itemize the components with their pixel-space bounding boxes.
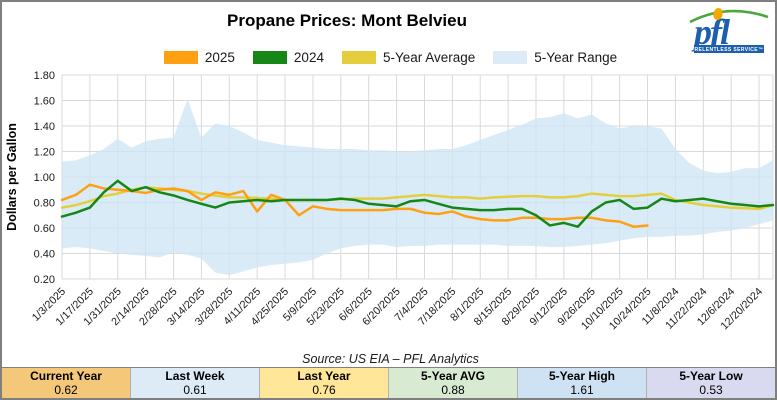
stat-5yr-avg: 5-Year AVG 0.88 — [389, 368, 518, 398]
legend-swatch-2024 — [252, 51, 287, 64]
stat-label: 5-Year Low — [679, 369, 743, 383]
price-chart: 0.200.400.600.801.001.201.401.601.801/3/… — [5, 70, 775, 332]
stat-label: Current Year — [30, 369, 102, 383]
legend-item-2025: 2025 — [163, 50, 235, 65]
legend-label-5yr-average: 5-Year Average — [382, 50, 476, 65]
svg-text:Dollars per Gallon: Dollars per Gallon — [5, 123, 19, 231]
legend-item-5yr-average: 5-Year Average — [341, 50, 476, 65]
legend-label-2024: 2024 — [293, 50, 324, 65]
svg-text:0.40: 0.40 — [34, 249, 55, 261]
svg-text:0.60: 0.60 — [34, 223, 55, 235]
logo-tagline: RELENTLESS SERVICE™ — [695, 47, 764, 53]
legend-swatch-5yr-range — [493, 51, 528, 64]
logo-banner — [694, 45, 764, 53]
legend-item-2024: 2024 — [252, 50, 324, 65]
series-2025 — [60, 183, 649, 228]
svg-text:1.00: 1.00 — [34, 172, 55, 184]
stat-value: 1.61 — [570, 383, 594, 397]
pfl-logo: pfl RELENTLESS SERVICE™ — [689, 8, 769, 53]
stat-label: 5-Year AVG — [420, 369, 486, 383]
stat-current-year: Current Year 0.62 — [2, 368, 131, 398]
legend-swatch-5yr-average — [341, 51, 376, 64]
stat-label: 5-Year High — [548, 369, 616, 383]
stats-row: Current Year 0.62 Last Week 0.61 Last Ye… — [2, 367, 775, 398]
svg-text:1.20: 1.20 — [34, 147, 55, 159]
stat-value: 0.61 — [183, 383, 207, 397]
legend-item-5yr-range: 5-Year Range — [493, 50, 617, 65]
stat-value: 0.62 — [54, 383, 78, 397]
logo-swoosh — [689, 9, 769, 24]
svg-text:1.40: 1.40 — [34, 121, 55, 133]
legend-label-5yr-range: 5-Year Range — [534, 50, 618, 65]
series-2024 — [60, 179, 775, 228]
svg-text:1.60: 1.60 — [34, 96, 55, 108]
chart-legend: 2025 2024 5-Year Average 5-Year Range — [2, 50, 775, 65]
range-band — [62, 99, 773, 276]
stat-label: Last Year — [297, 369, 351, 383]
stat-value: 0.76 — [312, 383, 336, 397]
stat-5yr-low: 5-Year Low 0.53 — [647, 368, 775, 398]
stat-label: Last Week — [165, 369, 225, 383]
svg-text:1.80: 1.80 — [34, 70, 55, 82]
stat-value: 0.88 — [441, 383, 465, 397]
page-title: Propane Prices: Mont Belvieu — [227, 11, 467, 30]
logo-dot — [713, 8, 723, 20]
stat-last-year: Last Year 0.76 — [260, 368, 389, 398]
svg-text:0.20: 0.20 — [34, 274, 55, 286]
svg-text:0.80: 0.80 — [34, 198, 55, 210]
stat-last-week: Last Week 0.61 — [131, 368, 260, 398]
legend-swatch-2025 — [163, 51, 198, 64]
source-note: Source: US EIA – PFL Analytics — [302, 352, 479, 366]
legend-label-2025: 2025 — [204, 50, 235, 65]
stat-5yr-high: 5-Year High 1.61 — [518, 368, 647, 398]
stat-value: 0.53 — [699, 383, 723, 397]
